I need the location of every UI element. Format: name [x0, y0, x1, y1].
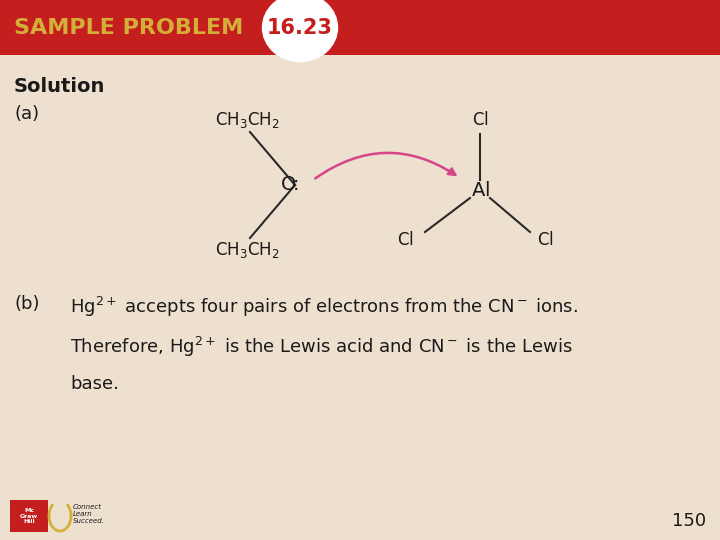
- Text: Solution: Solution: [14, 77, 105, 96]
- Text: 16.23: 16.23: [267, 17, 333, 38]
- Text: SAMPLE PROBLEM: SAMPLE PROBLEM: [14, 17, 243, 38]
- Text: Mc
Graw
Hill: Mc Graw Hill: [20, 508, 38, 524]
- Text: 150: 150: [672, 512, 706, 530]
- Text: (a): (a): [14, 105, 39, 123]
- Text: $\mathrm{Cl}$: $\mathrm{Cl}$: [472, 111, 488, 129]
- Text: $\mathrm{Al}$: $\mathrm{Al}$: [470, 180, 490, 199]
- Text: $\mathrm{CH_3CH_2}$: $\mathrm{CH_3CH_2}$: [215, 240, 280, 260]
- Text: base.: base.: [70, 375, 119, 393]
- Bar: [10, 500, 48, 532]
- Ellipse shape: [263, 0, 338, 62]
- FancyArrowPatch shape: [315, 153, 455, 178]
- Text: $\mathrm{Hg^{2+}}$ accepts four pairs of electrons from the $\mathrm{CN^-}$ ions: $\mathrm{Hg^{2+}}$ accepts four pairs of…: [70, 295, 578, 319]
- Text: Connect
Learn
Succeed.: Connect Learn Succeed.: [73, 504, 105, 524]
- Text: $\mathrm{Cl}$: $\mathrm{Cl}$: [536, 231, 554, 249]
- Bar: [0, 0, 720, 55]
- Text: $\mathrm{O}\!\!:$: $\mathrm{O}\!\!:$: [280, 176, 299, 194]
- Text: (b): (b): [14, 295, 40, 313]
- Text: Therefore, $\mathrm{Hg^{2+}}$ is the Lewis acid and $\mathrm{CN^-}$ is the Lewis: Therefore, $\mathrm{Hg^{2+}}$ is the Lew…: [70, 335, 572, 359]
- Text: $\mathrm{CH_3CH_2}$: $\mathrm{CH_3CH_2}$: [215, 110, 280, 130]
- Text: $\mathrm{Cl}$: $\mathrm{Cl}$: [397, 231, 413, 249]
